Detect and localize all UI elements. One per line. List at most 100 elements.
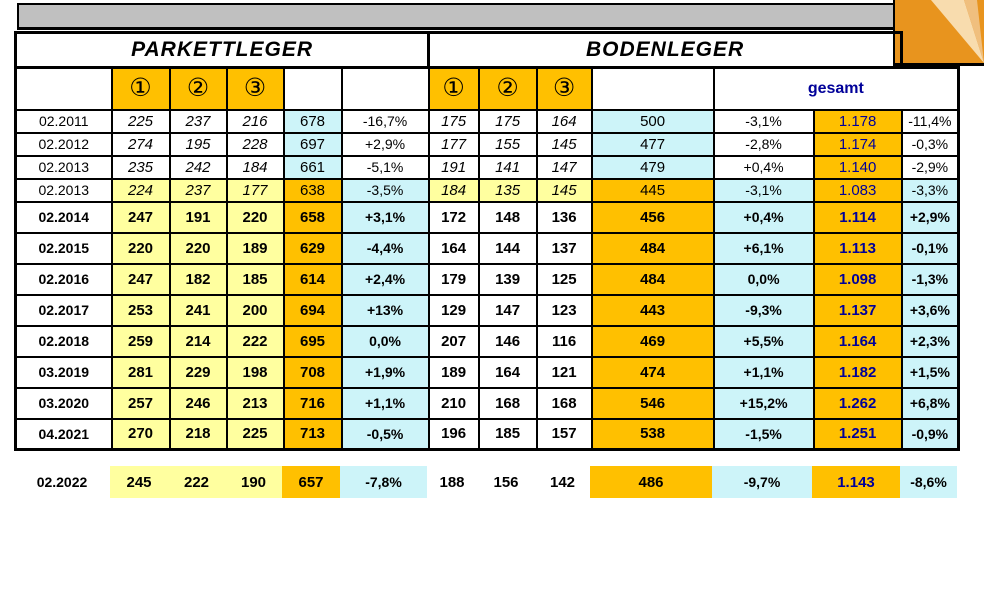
- cell-gesamt: 1.143: [812, 466, 900, 498]
- cell-gesamt-change: -3,3%: [900, 177, 961, 203]
- cell-b-sum: 484: [590, 262, 715, 296]
- cell-gesamt-change: -0,1%: [900, 231, 961, 265]
- cell-b-year1: 191: [427, 154, 480, 180]
- col-header-year2-left: ②: [168, 66, 228, 111]
- cell-gesamt: 1.174: [812, 131, 903, 157]
- cell-p-sum: 614: [282, 262, 343, 296]
- cell-b-year1: 210: [427, 386, 480, 420]
- cell-p-year2: 191: [168, 200, 228, 234]
- cell-p-sum: 695: [282, 324, 343, 358]
- cell-gesamt: 1.113: [812, 231, 903, 265]
- cell-gesamt-change: +2,3%: [900, 324, 961, 358]
- cell-b-year3: 145: [535, 131, 593, 157]
- cell-p-year3: 222: [225, 324, 285, 358]
- col-header-year1-left: ①: [110, 66, 171, 111]
- title-row-spacer: [902, 33, 959, 68]
- table-row: 02.2013 235 242 184 661 -5,1% 191 141 147 479 +0,4…: [14, 154, 961, 180]
- table-row: 02.2011 225 237 216 678 -16,7% 175 175 164 500 -3,…: [14, 108, 961, 134]
- table-row: 03.2019 281 229 198 708 +1,9% 189 164 121 474 +1,1…: [14, 355, 961, 389]
- cell-b-sum: 477: [590, 131, 715, 157]
- cell-p-sum: 638: [282, 177, 343, 203]
- cell-b-year1: 129: [427, 293, 480, 327]
- data-table: PARKETTLEGER BODENLEGER ① ② ③ ① ② ③ gesa…: [13, 31, 961, 451]
- top-gray-bar: [17, 3, 893, 30]
- cell-p-change: +2,9%: [340, 131, 430, 157]
- cell-p-year2: 220: [168, 231, 228, 265]
- cell-date: 03.2019: [14, 355, 113, 389]
- logo-mark-icon: [895, 0, 984, 63]
- cell-b-sum: 474: [590, 355, 715, 389]
- cell-p-sum: 708: [282, 355, 343, 389]
- cell-date: 02.2016: [14, 262, 113, 296]
- cell-p-year2: 237: [168, 177, 228, 203]
- cell-p-year1: 281: [110, 355, 171, 389]
- date-column-header: [14, 66, 113, 111]
- cell-date: 02.2015: [14, 231, 113, 265]
- section-title-parkettleger: PARKETTLEGER: [13, 31, 431, 69]
- cell-p-year1: 274: [110, 131, 171, 157]
- cell-p-year3: 198: [225, 355, 285, 389]
- summary-row: 02.2022 245 222 190 657 -7,8% 188 156 142 486 -9,7…: [14, 466, 957, 498]
- cell-b-year3: 137: [535, 231, 593, 265]
- cell-p-year2: 246: [168, 386, 228, 420]
- cell-b-year3: 123: [535, 293, 593, 327]
- cell-b-year3: 142: [549, 473, 576, 491]
- cell-b-year1: 177: [427, 131, 480, 157]
- cell-p-year3: 216: [225, 108, 285, 134]
- cell-b-year2: 155: [477, 131, 538, 157]
- cell-b-year1: 179: [427, 262, 480, 296]
- cell-p-sum: 661: [282, 154, 343, 180]
- cell-b-change: +5,5%: [712, 324, 815, 358]
- gesamt-column-header: gesamt: [712, 66, 961, 111]
- cell-b-year3: 164: [535, 108, 593, 134]
- cell-date: 02.2017: [14, 293, 113, 327]
- cell-p-year1: 224: [110, 177, 171, 203]
- cell-gesamt: 1.137: [812, 293, 903, 327]
- col-header-year2-right: ②: [477, 66, 538, 111]
- cell-p-year2: 218: [168, 417, 228, 451]
- cell-b-year1: 188: [439, 473, 465, 491]
- cell-p-year1: 220: [110, 231, 171, 265]
- col-header-year3-right: ③: [535, 66, 593, 111]
- cell-date: 02.2014: [14, 200, 113, 234]
- table-row: 02.2017 253 241 200 694 +13% 129 147 123 443 -9,3%…: [14, 293, 961, 327]
- cell-gesamt-change: +1,5%: [900, 355, 961, 389]
- cell-p-change: -4,4%: [340, 231, 430, 265]
- cell-p-year2: 229: [168, 355, 228, 389]
- cell-p-year2: 241: [168, 293, 228, 327]
- cell-b-year2: 175: [477, 108, 538, 134]
- cell-b-year1: 189: [427, 355, 480, 389]
- cell-p-year3: 213: [225, 386, 285, 420]
- cell-gesamt: 1.114: [812, 200, 903, 234]
- cell-p-year3: 220: [225, 200, 285, 234]
- cell-b-change: +1,1%: [712, 355, 815, 389]
- cell-p-year3: 228: [225, 131, 285, 157]
- cell-b-change: +6,1%: [712, 231, 815, 265]
- cell-b-year3: 121: [535, 355, 593, 389]
- column-header-row: ① ② ③ ① ② ③ gesamt: [14, 66, 961, 111]
- cell-p-sum: 629: [282, 231, 343, 265]
- cell-b-change: +0,4%: [712, 200, 815, 234]
- cell-b-year1: 184: [427, 177, 480, 203]
- cell-gesamt-change: +3,6%: [900, 293, 961, 327]
- cell-p-year3: 200: [225, 293, 285, 327]
- cell-b-change: -3,1%: [712, 108, 815, 134]
- cell-b-year2: 144: [477, 231, 538, 265]
- cell-b-change: -1,5%: [712, 417, 815, 451]
- cell-b-change: -2,8%: [712, 131, 815, 157]
- table-row: 03.2020 257 246 213 716 +1,1% 210 168 168 546 +15,…: [14, 386, 961, 420]
- cell-gesamt-change: -0,3%: [900, 131, 961, 157]
- cell-b-year3: 145: [535, 177, 593, 203]
- table-row: 02.2012 274 195 228 697 +2,9% 177 155 145 477 -2,8…: [14, 131, 961, 157]
- cell-b-sum: 479: [590, 154, 715, 180]
- cell-p-year3: 184: [225, 154, 285, 180]
- cell-p-change: -3,5%: [340, 177, 430, 203]
- cell-p-year2: 242: [168, 154, 228, 180]
- brand-logo: [893, 0, 984, 66]
- cell-gesamt: 1.140: [812, 154, 903, 180]
- cell-p-year1: 257: [110, 386, 171, 420]
- cell-gesamt: 1.182: [812, 355, 903, 389]
- cell-b-sum: 443: [590, 293, 715, 327]
- cell-p-year2: 182: [168, 262, 228, 296]
- cell-gesamt-change: +2,9%: [900, 200, 961, 234]
